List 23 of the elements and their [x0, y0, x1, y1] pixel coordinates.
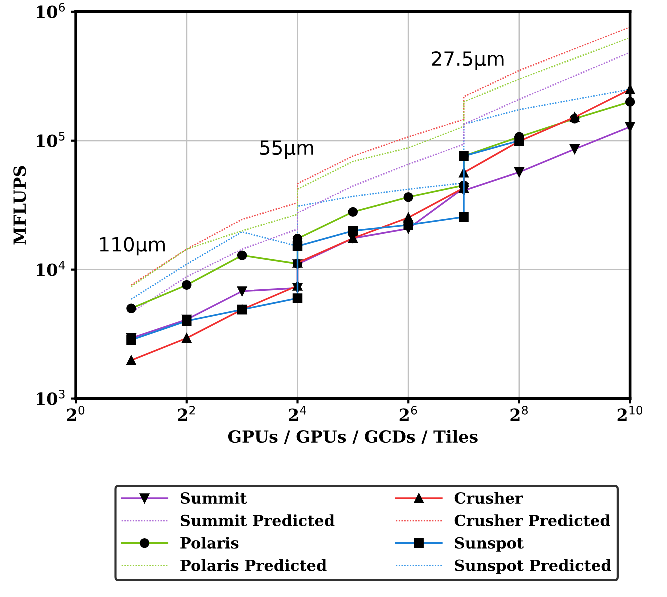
x-tick-label: 2$^{0}$ — [67, 406, 85, 422]
annotation: 27.5μm — [432, 51, 504, 70]
annotation: 55μm — [260, 140, 314, 159]
y-tick-label: 10$^{5}$ — [37, 132, 65, 148]
x-tick-label: 2$^{2}$ — [178, 406, 196, 422]
x-tick-label: 2$^{4}$ — [289, 406, 306, 422]
legend-label: Crusher — [454, 492, 524, 504]
x-tick-label: 2$^{6}$ — [400, 406, 418, 422]
legend-label: Sunspot Predicted — [455, 560, 612, 574]
legend-label: Crusher Predicted — [454, 514, 610, 526]
y-axis-title: MFLUPS — [14, 166, 26, 245]
annotation: 110μm — [100, 237, 165, 256]
legend-label: Summit Predicted — [180, 514, 335, 526]
y-tick-label: 10$^{4}$ — [37, 261, 66, 276]
legend-label: Sunspot — [455, 537, 524, 552]
x-axis-title: GPUs / GPUs / GCDs / Tiles — [228, 430, 478, 444]
y-tick-label: 10$^{3}$ — [37, 390, 65, 406]
legend-label: Polaris Predicted — [180, 560, 327, 572]
legend-label: Summit — [180, 492, 248, 504]
x-tick-label: 2$^{8}$ — [510, 406, 528, 422]
y-tick-label: 10$^{6}$ — [37, 3, 66, 18]
legend-label: Polaris — [180, 537, 239, 549]
x-tick-label: 2$^{10}$ — [618, 406, 643, 422]
